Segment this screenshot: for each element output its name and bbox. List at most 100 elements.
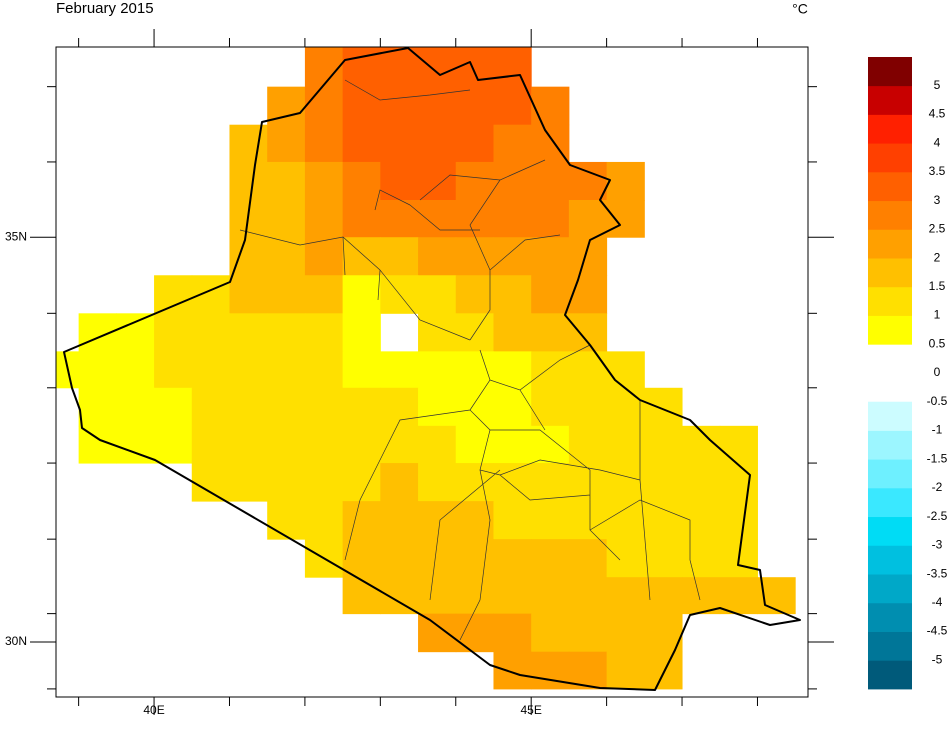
- grid-cell: [493, 351, 532, 389]
- grid-cell: [682, 463, 721, 502]
- colorbar-label: -2.5: [927, 509, 948, 523]
- grid-cell: [568, 161, 608, 201]
- grid-cell: [606, 539, 645, 578]
- grid-cell: [455, 539, 494, 578]
- grid-cell: [682, 501, 721, 540]
- grid-cell: [304, 275, 344, 314]
- grid-cell: [267, 387, 306, 427]
- colorbar-label: 2.5: [929, 222, 946, 236]
- grid-cell: [531, 387, 570, 427]
- grid-cell: [229, 425, 268, 464]
- grid-cell: [455, 613, 494, 653]
- grid-cell: [455, 237, 494, 276]
- grid-cell: [191, 463, 230, 502]
- grid-cell: [191, 387, 230, 427]
- colorbar-swatch: [868, 286, 912, 316]
- grid-cell: [154, 351, 193, 389]
- colorbar-swatch: [868, 171, 912, 202]
- grid-cell: [267, 351, 306, 389]
- colorbar-label: -4.5: [927, 624, 948, 638]
- colorbar-swatch: [868, 631, 912, 661]
- colorbar-swatch: [868, 200, 912, 230]
- grid-cell: [644, 651, 683, 690]
- colorbar-swatch: [868, 229, 912, 259]
- grid-cell: [116, 313, 155, 352]
- colorbar-label: 4: [934, 135, 941, 149]
- grid-cell: [606, 651, 645, 690]
- grid-cell: [531, 425, 570, 464]
- grid-cell: [418, 47, 457, 88]
- grid-cell: [154, 387, 193, 427]
- grid-cell: [644, 387, 683, 427]
- grid-cell: [418, 425, 457, 464]
- grid-cell: [304, 199, 344, 238]
- grid-cell: [531, 313, 570, 352]
- grid-cell: [493, 124, 532, 163]
- colorbar: -5 -4.5 -4 -3.5 -3 -2.5 -2 -1.5 -1 -0.5 0 0.5 1 1.5 2 2…: [868, 57, 948, 690]
- grid-cell: [531, 275, 570, 314]
- grid-cell: [267, 124, 306, 163]
- colorbar-swatch: [868, 545, 912, 575]
- colorbar-swatch: [868, 516, 912, 546]
- colorbar-swatch: [868, 574, 912, 604]
- grid-cell: [418, 577, 457, 615]
- grid-cell: [304, 161, 344, 201]
- grid-cell: [493, 613, 532, 653]
- grid-cell: [342, 539, 381, 578]
- grid-cell: [267, 425, 306, 464]
- colorbar-label: 3.5: [929, 164, 946, 178]
- grid-cell: [154, 313, 193, 352]
- colorbar-swatch: [868, 57, 912, 87]
- grid-cell: [493, 651, 532, 690]
- grid-cell: [606, 463, 645, 502]
- grid-cell: [493, 387, 532, 427]
- grid-cell: [267, 501, 306, 540]
- grid-cell: [380, 199, 419, 238]
- grid-cell: [493, 425, 532, 464]
- grid-cell: [229, 351, 268, 389]
- grid-cell: [267, 161, 306, 201]
- grid-cell: [455, 425, 494, 464]
- grid-cell: [493, 577, 532, 615]
- grid-cell: [493, 313, 532, 352]
- grid-cell: [304, 86, 344, 126]
- grid-cell: [644, 425, 683, 464]
- grid-cell: [229, 161, 268, 201]
- grid-cell: [493, 47, 532, 88]
- grid-cell: [682, 539, 721, 578]
- colorbar-label: 1.5: [929, 279, 946, 293]
- grid-cell: [493, 275, 532, 314]
- grid-cell: [455, 199, 494, 238]
- grid-cell: [342, 124, 381, 163]
- grid-cell: [418, 313, 457, 352]
- grid-cell: [342, 199, 381, 238]
- grid-cell: [380, 387, 419, 427]
- grid-cell: [267, 463, 306, 502]
- country-border: [63, 47, 801, 691]
- grid-cell: [455, 86, 494, 126]
- colorbar-swatch: [868, 602, 912, 632]
- grid-cell: [342, 47, 381, 88]
- grid-cell: [568, 313, 608, 352]
- grid-cell: [229, 463, 268, 502]
- grid-cell: [644, 463, 683, 502]
- grid-cell: [644, 577, 683, 615]
- grid-cell: [418, 501, 457, 540]
- colorbar-label: -2: [932, 480, 943, 494]
- grid-cell: [568, 577, 608, 615]
- grid-cell: [531, 86, 570, 126]
- grid-cell: [719, 425, 758, 464]
- grid-cell: [418, 86, 457, 126]
- map-title: February 2015: [56, 0, 154, 17]
- grid-cell: [606, 387, 645, 427]
- colorbar-label: 4.5: [929, 107, 946, 121]
- grid-cell: [304, 387, 344, 427]
- grid-cell: [719, 463, 758, 502]
- grid-cell: [78, 351, 117, 389]
- grid-cell: [531, 463, 570, 502]
- grid-cell: [267, 313, 306, 352]
- grid-cell: [342, 313, 381, 352]
- grid-cell: [418, 387, 457, 427]
- grid-cell: [531, 161, 570, 201]
